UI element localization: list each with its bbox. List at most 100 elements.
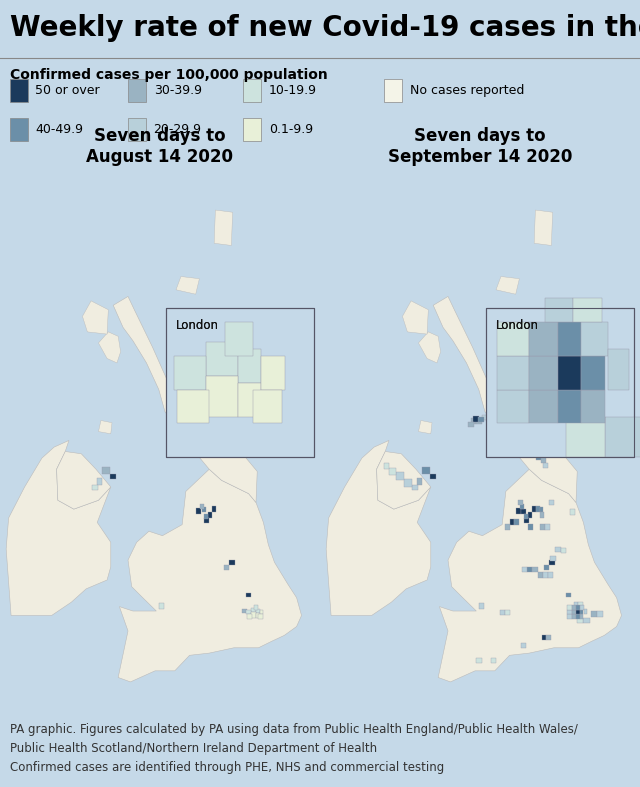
Polygon shape: [254, 605, 259, 610]
Polygon shape: [543, 463, 548, 468]
Polygon shape: [557, 322, 581, 356]
Polygon shape: [497, 356, 529, 390]
Bar: [486, 309, 634, 457]
Polygon shape: [476, 657, 483, 663]
Polygon shape: [505, 610, 510, 615]
Polygon shape: [472, 418, 476, 423]
Polygon shape: [597, 611, 603, 617]
Polygon shape: [256, 613, 260, 618]
Polygon shape: [566, 610, 572, 614]
Polygon shape: [412, 485, 419, 490]
Text: London: London: [496, 319, 539, 332]
Polygon shape: [576, 614, 580, 619]
Polygon shape: [174, 356, 206, 390]
Polygon shape: [524, 360, 528, 365]
Polygon shape: [572, 605, 576, 610]
Polygon shape: [225, 322, 253, 356]
Polygon shape: [99, 420, 112, 434]
Polygon shape: [516, 508, 521, 514]
Bar: [10, 118, 28, 141]
Polygon shape: [56, 452, 111, 509]
Polygon shape: [574, 602, 579, 605]
Polygon shape: [97, 478, 102, 485]
Polygon shape: [580, 610, 584, 614]
Polygon shape: [256, 609, 260, 613]
Text: Confirmed cases per 100,000 population: Confirmed cases per 100,000 population: [10, 68, 327, 82]
Polygon shape: [527, 567, 532, 572]
Bar: [166, 309, 314, 457]
Polygon shape: [214, 210, 232, 246]
Polygon shape: [113, 297, 257, 502]
Polygon shape: [229, 560, 235, 565]
Polygon shape: [396, 472, 404, 480]
Polygon shape: [500, 344, 504, 349]
Polygon shape: [251, 608, 256, 612]
Text: Weekly rate of new Covid-19 cases in the UK: Weekly rate of new Covid-19 cases in the…: [10, 13, 640, 42]
Polygon shape: [524, 519, 529, 523]
Polygon shape: [581, 356, 605, 390]
Polygon shape: [545, 298, 573, 322]
Polygon shape: [109, 474, 116, 479]
Polygon shape: [545, 523, 550, 530]
Polygon shape: [608, 349, 629, 390]
Polygon shape: [528, 512, 532, 519]
Polygon shape: [566, 605, 572, 610]
Polygon shape: [584, 609, 587, 614]
Polygon shape: [538, 572, 543, 578]
Polygon shape: [202, 507, 205, 512]
Polygon shape: [541, 457, 547, 463]
Polygon shape: [536, 455, 541, 460]
Polygon shape: [497, 416, 502, 419]
Text: London: London: [176, 319, 219, 332]
Polygon shape: [204, 514, 208, 519]
Polygon shape: [540, 512, 544, 519]
Polygon shape: [547, 635, 552, 640]
Polygon shape: [419, 420, 432, 434]
Text: 40-49.9: 40-49.9: [35, 123, 83, 136]
Polygon shape: [500, 610, 505, 615]
Polygon shape: [532, 506, 536, 512]
Polygon shape: [176, 276, 200, 294]
Polygon shape: [206, 376, 237, 416]
Bar: [243, 79, 261, 102]
Polygon shape: [548, 572, 552, 578]
Polygon shape: [522, 567, 527, 572]
Polygon shape: [543, 565, 549, 571]
Polygon shape: [549, 560, 555, 565]
Polygon shape: [491, 406, 497, 412]
Bar: [166, 309, 314, 457]
Polygon shape: [184, 390, 188, 394]
Polygon shape: [557, 390, 581, 423]
Polygon shape: [570, 509, 575, 515]
Polygon shape: [223, 565, 229, 571]
Polygon shape: [159, 604, 164, 609]
Polygon shape: [550, 556, 556, 561]
Polygon shape: [528, 523, 533, 530]
Polygon shape: [83, 301, 108, 334]
Text: London: London: [496, 319, 539, 332]
Bar: [384, 79, 402, 102]
Polygon shape: [566, 416, 605, 457]
Polygon shape: [384, 463, 389, 469]
Polygon shape: [576, 610, 580, 614]
Title: Seven days to
September 14 2020: Seven days to September 14 2020: [388, 127, 572, 166]
Polygon shape: [529, 356, 557, 390]
Bar: [128, 79, 146, 102]
Bar: [243, 118, 261, 141]
Polygon shape: [584, 618, 589, 623]
Text: 30-39.9: 30-39.9: [154, 84, 202, 98]
Polygon shape: [204, 360, 208, 365]
Polygon shape: [572, 614, 576, 619]
Polygon shape: [529, 322, 557, 356]
Text: 20-29.9: 20-29.9: [154, 123, 202, 136]
Polygon shape: [196, 508, 201, 514]
Polygon shape: [566, 593, 571, 597]
Polygon shape: [429, 474, 436, 479]
Polygon shape: [529, 390, 557, 423]
Polygon shape: [417, 478, 422, 485]
Text: PA graphic. Figures calculated by PA using data from Public Health England/Publi: PA graphic. Figures calculated by PA usi…: [10, 723, 577, 774]
Polygon shape: [497, 406, 504, 412]
Polygon shape: [438, 469, 621, 682]
Polygon shape: [605, 416, 640, 457]
Polygon shape: [468, 422, 474, 427]
